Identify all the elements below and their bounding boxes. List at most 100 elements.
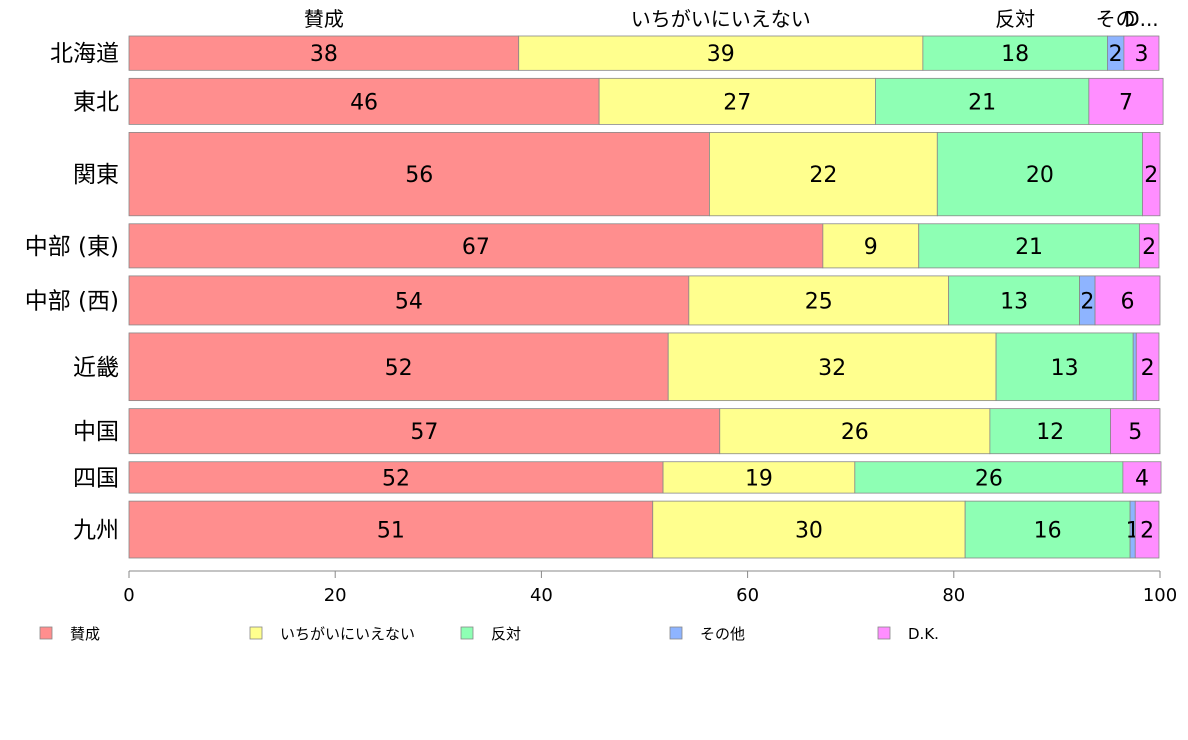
data-label: 21 <box>1015 235 1043 260</box>
data-label: 57 <box>410 420 438 445</box>
bar-segment <box>652 500 966 559</box>
data-label: 67 <box>462 235 490 260</box>
data-label: 2 <box>1141 356 1155 381</box>
data-label: 26 <box>975 466 1003 491</box>
row-label: 北海道 <box>50 41 119 67</box>
bar-segment <box>1132 332 1137 402</box>
bar-segment <box>989 408 1111 455</box>
bar-segment <box>128 275 690 326</box>
x-tick-label: 40 <box>530 585 553 606</box>
bar-segment <box>1138 223 1160 269</box>
data-label: 16 <box>1034 519 1062 544</box>
bar-segment <box>822 223 920 269</box>
legend-label: D.K. <box>908 625 939 643</box>
data-label: 2 <box>1140 519 1154 544</box>
bar-segment <box>922 35 1108 71</box>
bar-segment <box>1094 275 1161 326</box>
legend-swatch <box>249 626 263 640</box>
legend-swatch <box>39 626 53 640</box>
data-label: 2 <box>1144 163 1158 188</box>
bar-segment <box>662 461 856 494</box>
row-label: 関東 <box>73 162 119 188</box>
legend-swatch <box>460 626 474 640</box>
data-label: 32 <box>818 356 846 381</box>
top-series-label: 賛成 <box>304 7 344 31</box>
bar-segment <box>128 35 520 71</box>
top-labels: 賛成 いちがいにいえない 反対 そのD... <box>304 7 1159 31</box>
data-label: 52 <box>385 356 413 381</box>
bar-segment <box>667 332 997 402</box>
top-series-label: いちがいにいえない <box>631 7 811 31</box>
data-label: 2 <box>1109 42 1123 67</box>
bar-segment <box>1110 408 1161 455</box>
bar-segment <box>875 77 1090 125</box>
x-tick-label: 100 <box>1143 585 1177 606</box>
row-label: 中国 <box>73 419 119 445</box>
x-tick-label: 20 <box>324 585 347 606</box>
row-label: 九州 <box>73 518 119 544</box>
legend: 賛成 いちがいにいえない 反対 その他 D.K. <box>39 625 939 643</box>
bar-segment <box>1135 332 1160 402</box>
bar-segment <box>948 275 1080 326</box>
row-label: 中部 (西) <box>25 288 119 314</box>
bar-segment <box>128 461 664 494</box>
bar-segment <box>918 223 1140 269</box>
data-label: 26 <box>841 420 869 445</box>
top-series-label: D... <box>1124 7 1158 31</box>
data-label: 4 <box>1135 466 1149 491</box>
data-label: 27 <box>723 90 751 115</box>
data-label: 13 <box>1000 289 1028 314</box>
data-label: 2 <box>1142 235 1156 260</box>
data-label: 18 <box>1001 42 1029 67</box>
data-label: 30 <box>795 519 823 544</box>
data-label: 2 <box>1080 289 1094 314</box>
data-label: 38 <box>310 42 338 67</box>
data-label: 52 <box>382 466 410 491</box>
data-label: 9 <box>864 235 878 260</box>
row-label: 近畿 <box>73 355 119 381</box>
data-label: 6 <box>1121 289 1135 314</box>
data-label: 56 <box>405 163 433 188</box>
x-axis: 0 20 40 60 80 100 <box>123 570 1177 606</box>
bar-segment <box>1122 461 1162 494</box>
row-label: 四国 <box>73 465 119 491</box>
data-label: 25 <box>805 289 833 314</box>
bar-segment <box>518 35 924 71</box>
data-label: 20 <box>1026 163 1054 188</box>
bar-segment <box>1088 77 1164 125</box>
data-label: 54 <box>395 289 423 314</box>
bar-segment <box>128 77 600 125</box>
top-series-label: その <box>1096 7 1136 31</box>
top-series-label: 反対 <box>995 7 1035 31</box>
bar-segment <box>128 332 669 402</box>
bars: 38 39 18 2 346 27 21 756 22 20 267 9 21 254 25 13 2 652 32… <box>128 35 1164 559</box>
legend-swatch <box>669 626 683 640</box>
x-tick-label: 0 <box>123 585 134 606</box>
bar-segment <box>1134 500 1160 559</box>
data-label: 19 <box>745 466 773 491</box>
data-label: 51 <box>377 519 405 544</box>
x-tick-label: 80 <box>942 585 965 606</box>
data-label: 5 <box>1128 420 1142 445</box>
data-label: 7 <box>1119 90 1133 115</box>
bar-segment <box>995 332 1134 402</box>
data-label: 13 <box>1051 356 1079 381</box>
bar-segment <box>598 77 876 125</box>
data-label: 39 <box>707 42 735 67</box>
bar-segment <box>128 408 721 455</box>
data-label: 12 <box>1036 420 1064 445</box>
bar-segment <box>709 132 938 217</box>
x-tick-label: 60 <box>736 585 759 606</box>
row-label: 東北 <box>73 89 119 115</box>
legend-label: いちがいにいえない <box>280 625 415 643</box>
bar-segment <box>936 132 1143 217</box>
data-label: 3 <box>1134 42 1148 67</box>
bar-segment <box>128 132 710 217</box>
legend-label: 賛成 <box>70 625 100 643</box>
bar-segment <box>1123 35 1160 71</box>
bar-segment <box>1142 132 1161 217</box>
legend-label: その他 <box>700 625 745 643</box>
bar-segment <box>688 275 950 326</box>
